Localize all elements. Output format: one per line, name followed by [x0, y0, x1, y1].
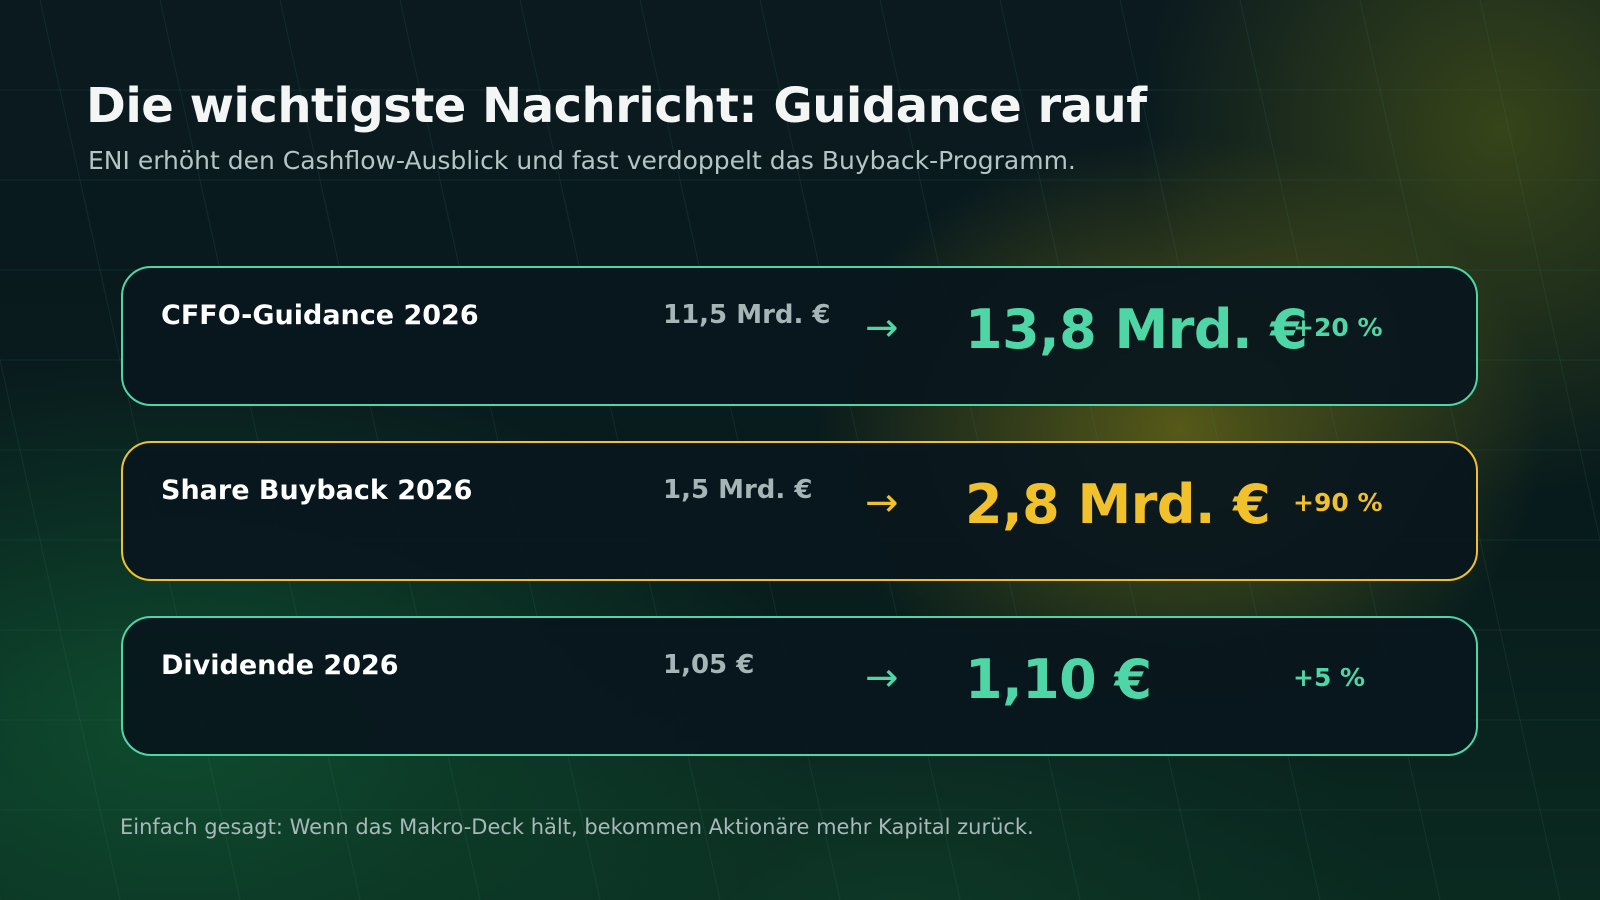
card-share-buyback: Share Buyback 2026 1,5 Mrd. € → 2,8 Mrd.… — [121, 441, 1478, 581]
old-value: 1,05 € — [663, 650, 755, 680]
new-value: 13,8 Mrd. € — [965, 298, 1308, 361]
arrow-right-icon: → — [865, 480, 899, 526]
change-percent: +5 % — [1293, 663, 1366, 692]
card-label: CFFO-Guidance 2026 — [161, 300, 479, 331]
arrow-right-icon: → — [865, 305, 899, 351]
old-value: 11,5 Mrd. € — [663, 300, 831, 330]
new-value: 2,8 Mrd. € — [965, 473, 1271, 536]
card-dividende: Dividende 2026 1,05 € → 1,10 € +5 % — [121, 616, 1478, 756]
old-value: 1,5 Mrd. € — [663, 475, 813, 505]
change-percent: +20 % — [1293, 313, 1383, 342]
card-label: Dividende 2026 — [161, 650, 399, 681]
new-value: 1,10 € — [965, 648, 1152, 711]
arrow-right-icon: → — [865, 655, 899, 701]
page-title: Die wichtigste Nachricht: Guidance rauf — [86, 78, 1147, 134]
card-label: Share Buyback 2026 — [161, 475, 473, 506]
page-subtitle: ENI erhöht den Cashflow-Ausblick und fas… — [88, 146, 1076, 175]
change-percent: +90 % — [1293, 488, 1383, 517]
footer-note: Einfach gesagt: Wenn das Makro-Deck hält… — [120, 815, 1034, 839]
card-cffo-guidance: CFFO-Guidance 2026 11,5 Mrd. € → 13,8 Mr… — [121, 266, 1478, 406]
